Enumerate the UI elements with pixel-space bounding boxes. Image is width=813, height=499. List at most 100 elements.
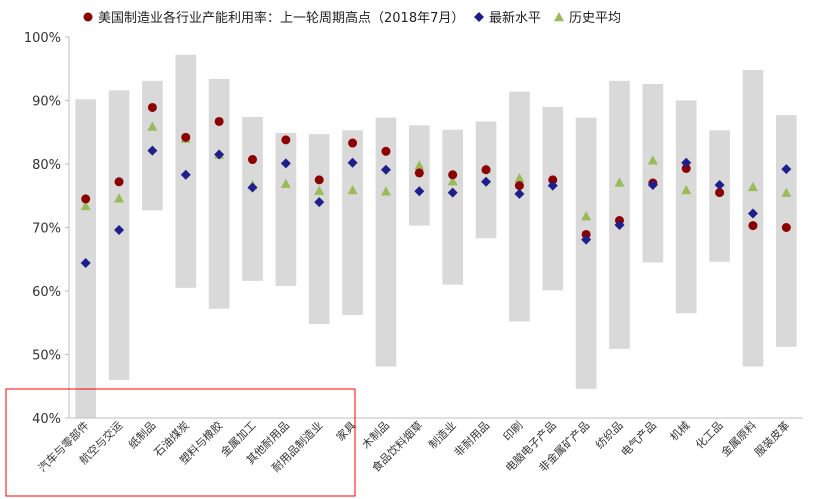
- x-tick-label: 机械: [667, 418, 692, 443]
- average-point: [581, 211, 592, 221]
- average-point: [514, 172, 525, 183]
- legend-average-marker: [554, 12, 564, 22]
- average-point: [447, 176, 458, 186]
- peak-point: [314, 175, 324, 185]
- latest-point: [147, 145, 158, 156]
- peak-point: [114, 177, 124, 187]
- latest-point: [280, 158, 291, 169]
- range-bar: [509, 91, 530, 322]
- legend-label: 历史平均: [569, 11, 621, 26]
- data-markers: [80, 102, 792, 269]
- range-bar: [242, 117, 263, 281]
- x-tick-label: 金属原料: [718, 418, 759, 459]
- range-bar: [342, 130, 363, 316]
- y-tick-label: 70%: [32, 222, 61, 237]
- average-point: [280, 178, 291, 188]
- range-bar: [108, 90, 130, 380]
- average-point: [681, 185, 692, 195]
- latest-point: [647, 179, 658, 190]
- latest-point: [314, 197, 325, 208]
- range-bar: [575, 117, 597, 389]
- latest-point: [414, 186, 425, 197]
- average-point: [747, 181, 758, 192]
- x-tick-label: 印刷: [501, 419, 526, 444]
- peak-point: [581, 229, 591, 239]
- latest-point: [247, 182, 258, 193]
- latest-point: [714, 179, 725, 190]
- latest-point: [114, 225, 125, 236]
- legend-label: 最新水平: [489, 10, 541, 26]
- average-point: [614, 177, 625, 187]
- latest-point: [781, 164, 792, 175]
- peak-point: [748, 221, 758, 231]
- peak-point: [514, 181, 524, 191]
- range-bar: [208, 78, 230, 309]
- latest-point: [514, 188, 525, 199]
- peak-point: [681, 163, 691, 173]
- range-bars: [75, 54, 797, 418]
- latest-point: [581, 234, 592, 245]
- range-bar: [442, 129, 464, 285]
- peak-point: [181, 132, 191, 142]
- range-bar: [675, 100, 697, 314]
- average-point: [80, 200, 91, 211]
- peak-point: [481, 165, 491, 175]
- peak-point: [281, 135, 291, 145]
- axes: 40% 50% 60% 70% 80% 90% 100%: [24, 31, 803, 427]
- legend-peak-marker: [83, 12, 93, 22]
- peak-point: [381, 146, 391, 156]
- average-point: [314, 185, 325, 195]
- peak-point: [781, 223, 791, 232]
- latest-point: [80, 258, 91, 269]
- average-point: [147, 121, 158, 131]
- x-tick-label: 纺织品: [592, 418, 625, 451]
- latest-point: [447, 187, 458, 198]
- latest-point: [481, 176, 492, 187]
- y-tick-label: 60%: [32, 285, 61, 300]
- x-tick-label: 化工品: [692, 418, 725, 451]
- x-tick-label: 服装皮革: [751, 418, 792, 459]
- x-tick-label: 制造业: [426, 418, 459, 451]
- latest-point: [614, 219, 625, 230]
- legend: 美国制造业各行业产能利用率：上一轮周期高点（2018年7月） 最新水平 历史平均: [83, 10, 621, 26]
- x-tick-label: 电气产品: [618, 418, 659, 459]
- peak-point: [448, 170, 458, 180]
- x-tick-label: 纸制品: [126, 419, 159, 452]
- range-bar: [308, 134, 330, 325]
- highlight-box: [5, 388, 356, 497]
- peak-point: [715, 188, 725, 198]
- peak-point: [147, 102, 157, 112]
- range-bar: [275, 132, 297, 286]
- x-tick-label: 非耐用品: [452, 419, 492, 459]
- latest-point: [347, 157, 358, 168]
- peak-point: [214, 116, 224, 126]
- latest-point: [547, 180, 558, 191]
- x-tick-label: 木制品: [360, 419, 393, 452]
- average-point: [781, 187, 792, 197]
- legend-latest-marker: [474, 12, 484, 22]
- latest-point: [380, 164, 391, 175]
- y-tick-label: 40%: [32, 412, 61, 427]
- range-bar: [142, 80, 163, 211]
- average-point: [380, 186, 391, 196]
- average-point: [414, 160, 425, 170]
- range-bar: [375, 117, 397, 367]
- peak-point: [248, 155, 257, 165]
- average-point: [647, 155, 658, 165]
- latest-point: [180, 169, 191, 180]
- peak-point: [81, 194, 91, 204]
- y-tick-label: 80%: [32, 158, 61, 173]
- average-point: [347, 185, 358, 195]
- y-tick-label: 100%: [24, 31, 61, 46]
- peak-point: [348, 138, 358, 148]
- range-bar: [609, 80, 630, 349]
- latest-point: [681, 157, 692, 168]
- range-bar: [642, 83, 664, 263]
- peak-point: [548, 175, 558, 185]
- peak-point: [414, 168, 424, 178]
- range-bar: [542, 106, 564, 291]
- legend-label: 美国制造业各行业产能利用率：上一轮周期高点（2018年7月）: [98, 10, 464, 26]
- y-tick-label: 50%: [32, 349, 61, 364]
